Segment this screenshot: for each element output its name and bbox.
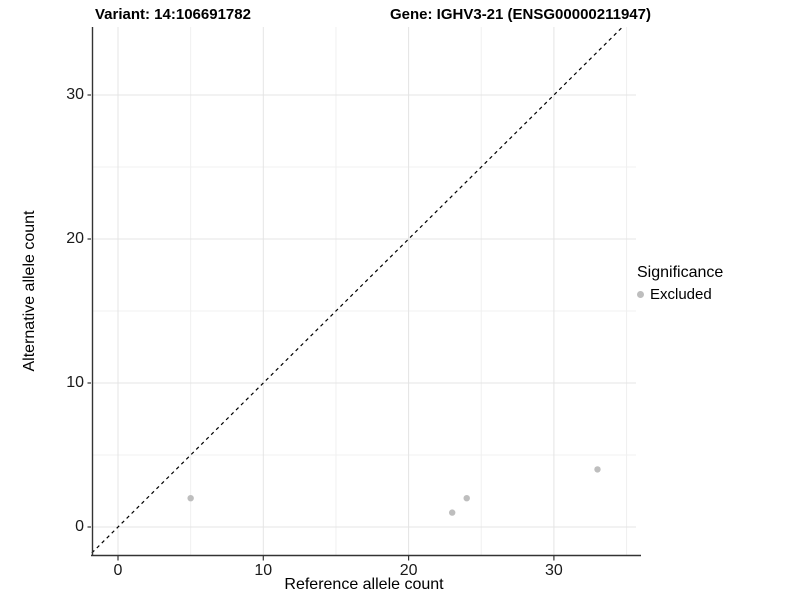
data-point	[463, 495, 470, 502]
x-tick-label: 20	[399, 562, 418, 579]
variant-title: Variant: 14:106691782	[95, 6, 251, 23]
y-tick-label: 0	[75, 518, 84, 535]
legend-item-excluded: Excluded	[637, 286, 723, 303]
legend: Significance Excluded	[637, 264, 723, 303]
identity-line	[91, 26, 623, 554]
legend-point-swatch	[637, 291, 644, 298]
x-axis-title: Reference allele count	[284, 576, 444, 593]
legend-item-label: Excluded	[650, 286, 712, 303]
data-point	[594, 466, 601, 473]
legend-title: Significance	[637, 264, 724, 281]
x-tick-label: 30	[544, 562, 563, 579]
x-tick-label: 10	[254, 562, 273, 579]
y-tick-label: 30	[66, 86, 84, 103]
y-tick-label: 20	[66, 230, 84, 247]
gene-title: Gene: IGHV3-21 (ENSG00000211947)	[390, 6, 651, 23]
y-axis-title: Alternative allele count	[21, 210, 38, 372]
data-point	[448, 509, 456, 516]
x-tick-label: 0	[113, 562, 123, 579]
y-tick-label: 10	[66, 374, 84, 391]
data-point	[187, 495, 194, 502]
